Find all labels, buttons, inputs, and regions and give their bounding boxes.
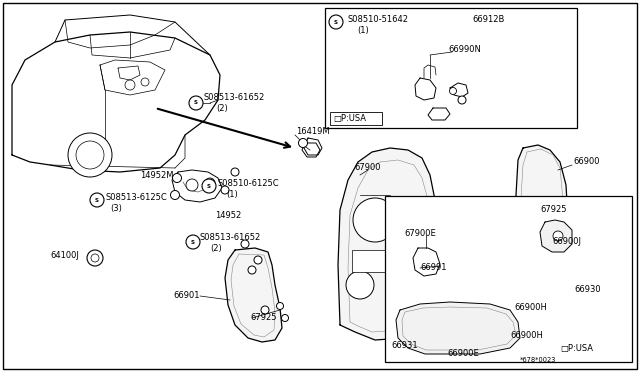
Text: □P:USA: □P:USA xyxy=(560,344,593,353)
Bar xyxy=(330,112,382,125)
Polygon shape xyxy=(338,148,435,340)
Circle shape xyxy=(451,105,458,112)
Circle shape xyxy=(173,173,182,183)
Circle shape xyxy=(553,231,563,241)
Text: 67900: 67900 xyxy=(354,164,381,173)
Circle shape xyxy=(261,306,269,314)
Circle shape xyxy=(221,186,229,194)
Circle shape xyxy=(91,254,99,262)
Text: S: S xyxy=(95,198,99,202)
Text: 66912B: 66912B xyxy=(472,16,504,25)
Text: 16419M: 16419M xyxy=(296,128,330,137)
Circle shape xyxy=(508,224,516,232)
Polygon shape xyxy=(516,145,568,254)
Circle shape xyxy=(202,179,216,193)
Circle shape xyxy=(329,15,343,29)
Circle shape xyxy=(90,193,104,207)
Circle shape xyxy=(276,302,284,310)
Circle shape xyxy=(248,266,256,274)
Circle shape xyxy=(125,80,135,90)
Text: (2): (2) xyxy=(216,103,228,112)
Text: (1): (1) xyxy=(226,189,237,199)
Bar xyxy=(385,196,632,362)
Text: 14952M: 14952M xyxy=(140,170,173,180)
Circle shape xyxy=(353,198,397,242)
Text: S: S xyxy=(194,100,198,106)
Circle shape xyxy=(205,178,215,188)
Circle shape xyxy=(87,250,103,266)
Text: 64100J: 64100J xyxy=(50,251,79,260)
Circle shape xyxy=(401,218,435,252)
Circle shape xyxy=(186,235,200,249)
Text: 67900E: 67900E xyxy=(404,228,436,237)
Circle shape xyxy=(76,141,104,169)
Polygon shape xyxy=(225,248,282,342)
Text: S08513-6125C: S08513-6125C xyxy=(106,193,168,202)
Text: S: S xyxy=(207,183,211,189)
Text: □P:USA: □P:USA xyxy=(333,113,366,122)
Text: 66930: 66930 xyxy=(574,285,600,295)
Circle shape xyxy=(449,87,456,94)
Text: S08513-61652: S08513-61652 xyxy=(204,93,265,102)
Circle shape xyxy=(428,352,436,360)
Circle shape xyxy=(506,318,514,326)
Text: 66991: 66991 xyxy=(420,263,447,273)
Text: S08513-61652: S08513-61652 xyxy=(200,232,261,241)
Circle shape xyxy=(241,240,249,248)
Text: *678*0023: *678*0023 xyxy=(520,357,556,363)
Bar xyxy=(325,8,577,128)
Text: 66900E: 66900E xyxy=(447,349,479,357)
Circle shape xyxy=(388,283,412,307)
Polygon shape xyxy=(540,220,572,252)
Circle shape xyxy=(189,96,203,110)
Circle shape xyxy=(170,190,179,199)
Circle shape xyxy=(346,271,374,299)
Circle shape xyxy=(186,179,198,191)
Text: (3): (3) xyxy=(110,205,122,214)
Text: S08510-51642: S08510-51642 xyxy=(348,16,409,25)
Circle shape xyxy=(298,138,307,148)
Text: S08510-6125C: S08510-6125C xyxy=(218,179,280,187)
Circle shape xyxy=(68,133,112,177)
Text: 66900H: 66900H xyxy=(514,304,547,312)
Text: 66931: 66931 xyxy=(391,340,418,350)
Circle shape xyxy=(404,348,412,356)
Text: (1): (1) xyxy=(357,26,369,35)
Text: 67925: 67925 xyxy=(250,314,276,323)
Bar xyxy=(352,250,388,272)
Text: 66900: 66900 xyxy=(573,157,600,167)
Text: 67925: 67925 xyxy=(540,205,566,215)
Text: S: S xyxy=(191,240,195,244)
Circle shape xyxy=(231,168,239,176)
Circle shape xyxy=(458,96,466,104)
Circle shape xyxy=(559,244,566,251)
Text: 14952: 14952 xyxy=(215,212,241,221)
Text: (2): (2) xyxy=(210,244,221,253)
Text: 66900J: 66900J xyxy=(552,237,581,247)
Circle shape xyxy=(282,314,289,321)
Text: 66990N: 66990N xyxy=(448,45,481,55)
Polygon shape xyxy=(396,302,520,354)
Circle shape xyxy=(141,78,149,86)
Text: 66900H: 66900H xyxy=(510,331,543,340)
Circle shape xyxy=(254,256,262,264)
Text: S: S xyxy=(334,19,338,25)
Text: 66901: 66901 xyxy=(173,292,200,301)
